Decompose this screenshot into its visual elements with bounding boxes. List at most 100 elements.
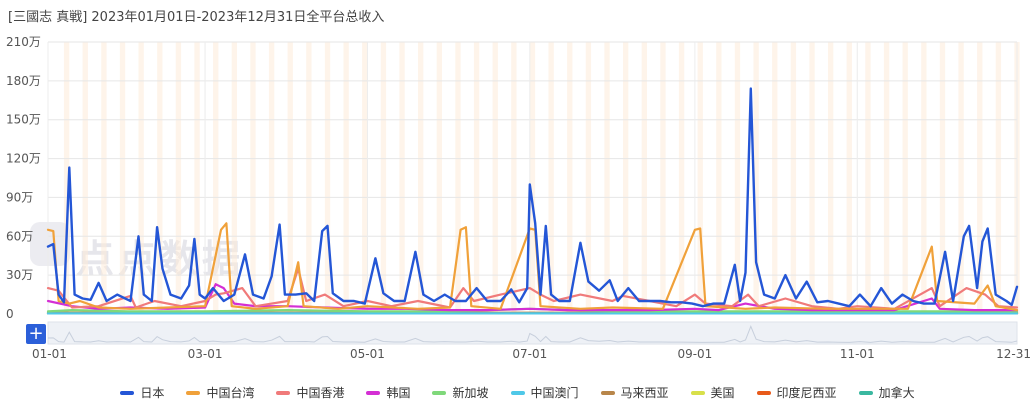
x-tick-label: 07-01	[512, 347, 547, 361]
revenue-line-chart: 0 30万 60万 90万 120万 150万 180万 210万 01-01 03-01 05-…	[6, 35, 1031, 361]
legend-label: 马来西亚	[620, 386, 669, 400]
legend-item[interactable]: 新加坡	[432, 384, 489, 401]
x-tick-label: 03-01	[188, 347, 223, 361]
weekend-band	[380, 42, 387, 314]
weekend-band	[734, 42, 741, 314]
x-tick-label: 09-01	[677, 347, 712, 361]
legend-item[interactable]: 加拿大	[858, 384, 915, 401]
legend-swatch-icon	[600, 390, 615, 395]
weekend-band	[157, 42, 163, 314]
series-lines	[46, 87, 1019, 315]
weekend-band	[846, 42, 852, 314]
legend-label: 中国澳门	[530, 386, 579, 400]
weekend-band	[865, 42, 871, 314]
weekend-band	[548, 42, 554, 314]
y-tick-label: 150万	[6, 113, 41, 127]
weekend-band	[194, 42, 200, 314]
weekend-band	[436, 42, 442, 314]
grid-lines	[47, 41, 1018, 315]
weekend-band	[306, 42, 312, 314]
zoom-slider[interactable]	[47, 321, 1018, 345]
weekend-band	[939, 42, 946, 314]
weekend-band	[641, 42, 647, 314]
legend-swatch-icon	[186, 390, 201, 395]
y-tick-label: 30万	[6, 268, 33, 282]
legend-swatch-icon	[366, 390, 381, 395]
legend-label: 加拿大	[878, 386, 915, 400]
weekend-bands	[63, 42, 1020, 314]
weekend-band	[902, 42, 908, 314]
y-tick-label: 0	[6, 307, 14, 321]
weekend-band	[231, 42, 238, 314]
legend-label: 中国香港	[296, 386, 345, 400]
y-tick-label: 90万	[6, 190, 33, 204]
legend-label: 中国台湾	[206, 386, 255, 400]
y-axis-ticks: 0 30万 60万 90万 120万 150万 180万 210万	[6, 35, 41, 321]
legend-swatch-icon	[690, 390, 705, 395]
weekend-band	[418, 42, 424, 314]
weekend-band	[492, 42, 498, 314]
weekend-band	[119, 42, 126, 314]
legend-swatch-icon	[276, 390, 291, 395]
legend-label: 韩国	[386, 386, 411, 400]
chart-legend: 日本 中国台湾 中国香港 韩国 新加坡 中国澳门 马来西亚 美国 印度尼西亚 加拿大	[0, 384, 1035, 401]
y-tick-label: 120万	[6, 152, 41, 166]
weekend-band	[101, 42, 107, 314]
legend-swatch-icon	[510, 390, 525, 395]
weekend-band	[883, 42, 890, 314]
legend-item[interactable]: 印度尼西亚	[756, 384, 837, 401]
weekend-band	[324, 42, 331, 314]
weekend-band	[511, 42, 517, 314]
legend-label: 印度尼西亚	[776, 386, 837, 400]
weekend-band	[138, 42, 144, 314]
weekend-band	[623, 42, 629, 314]
zoom-slider-track[interactable]	[47, 321, 1018, 345]
legend-item[interactable]: 马来西亚	[600, 384, 669, 401]
zoom-slider-preview	[47, 325, 1018, 343]
weekend-band	[529, 42, 536, 314]
series-line-0	[46, 87, 1019, 308]
y-tick-label: 210万	[6, 35, 41, 49]
legend-swatch-icon	[858, 390, 873, 395]
weekend-band	[399, 42, 405, 314]
y-tick-label: 180万	[6, 74, 41, 88]
legend-label: 日本	[140, 386, 165, 400]
weekend-band	[958, 42, 964, 314]
legend-item[interactable]: 中国澳门	[510, 384, 579, 401]
series-line-1	[46, 222, 1019, 312]
legend-item[interactable]: 美国	[690, 384, 735, 401]
weekend-band	[585, 42, 592, 314]
y-tick-label: 60万	[6, 229, 33, 243]
weekend-band	[82, 42, 88, 314]
x-tick-label: 01-01	[32, 347, 67, 361]
weekend-band	[716, 42, 722, 314]
weekend-band	[473, 42, 480, 314]
legend-item[interactable]: 中国台湾	[186, 384, 254, 401]
zoom-plus-button[interactable]: +	[26, 324, 46, 344]
legend-label: 美国	[710, 386, 735, 400]
legend-item[interactable]: 韩国	[366, 384, 410, 401]
weekend-band	[567, 42, 573, 314]
weekend-band	[977, 42, 983, 314]
weekend-band	[753, 42, 759, 314]
weekend-band	[827, 42, 834, 314]
legend-swatch-icon	[432, 390, 447, 395]
x-axis-ticks: 01-01 03-01 05-01 07-01 09-01 11-01 12-31	[32, 347, 1031, 361]
weekend-band	[213, 42, 219, 314]
weekend-band	[697, 42, 703, 314]
legend-item[interactable]: 日本	[120, 384, 164, 401]
x-tick-label: 05-01	[350, 347, 385, 361]
weekend-band	[362, 42, 368, 314]
weekend-band	[809, 42, 815, 314]
legend-swatch-icon	[756, 390, 771, 395]
series-line-3	[46, 283, 1019, 312]
weekend-band	[455, 42, 461, 314]
weekend-band	[604, 42, 610, 314]
weekend-band	[287, 42, 293, 314]
legend-item[interactable]: 中国香港	[276, 384, 344, 401]
weekend-band	[678, 42, 685, 314]
x-tick-label: 11-01	[840, 347, 875, 361]
chart-title: [三國志 真戦] 2023年01月01日-2023年12月31日全平台总收入	[8, 10, 385, 25]
legend-label: 新加坡	[452, 386, 489, 400]
weekend-band	[268, 42, 275, 314]
